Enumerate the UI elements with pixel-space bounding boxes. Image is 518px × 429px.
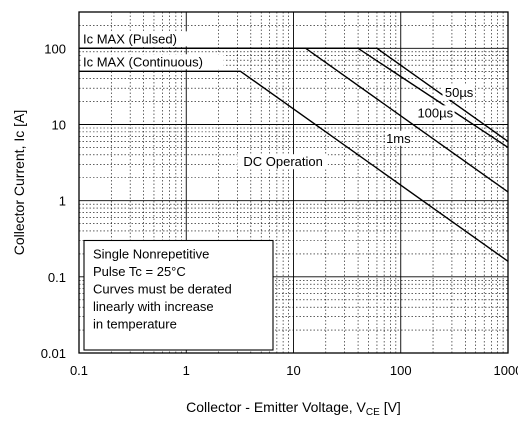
note-line: Curves must be derated <box>93 281 232 296</box>
label-bg-50-s <box>442 84 475 100</box>
note-line: in temperature <box>93 316 177 331</box>
x-axis-title-subscript: CE <box>366 407 380 418</box>
x-axis-title-main: Collector - Emitter Voltage, V <box>186 399 366 415</box>
plot-frame <box>78 11 509 354</box>
x-tick-label: 0.1 <box>70 363 88 378</box>
label-dc-operation: DC Operation <box>243 154 322 169</box>
y-tick-label: 0.1 <box>48 270 66 285</box>
y-tick-label: 100 <box>44 41 66 56</box>
note-line: linearly with increase <box>93 299 214 314</box>
x-tick-label: 100 <box>390 363 412 378</box>
label-ic-max-continuous-: Ic MAX (Continuous) <box>83 54 203 69</box>
series-layer <box>79 47 509 262</box>
label-ic-max-pulsed-: Ic MAX (Pulsed) <box>83 31 177 46</box>
x-axis-title: Collector - Emitter Voltage, VCE [V] <box>186 399 401 418</box>
y-axis-title: Collector Current, Ic [A] <box>11 110 27 256</box>
series-line-1ms <box>79 47 509 193</box>
note-box: Single Nonrepetitive Pulse Tc = 25°C Curve… <box>83 239 274 351</box>
label-1ms: 1ms <box>386 131 411 146</box>
y-tick-label: 1 <box>59 194 66 209</box>
x-axis-title-unit: [V] <box>380 399 401 415</box>
annotation-layer: Ic MAX (Pulsed) Ic MAX (Continuous) 50µs 10… <box>82 31 475 170</box>
label-bg-100-s <box>415 105 455 121</box>
x-tick-label: 1 <box>183 363 190 378</box>
note-line: Pulse Tc = 25°C <box>93 264 186 279</box>
note-line: Single Nonrepetitive <box>93 246 209 261</box>
y-tick-labels: 0.01 0.1 1 10 100 <box>41 41 66 361</box>
label-bg-1ms <box>385 130 411 146</box>
label-bg-dc-operation <box>237 154 328 170</box>
label-100-s: 100µs <box>417 105 453 120</box>
label-bg-ic-max-pulsed- <box>82 31 195 47</box>
label-50-s: 50µs <box>445 85 474 100</box>
x-tick-label: 10 <box>286 363 300 378</box>
label-bg-ic-max-continuous- <box>82 54 224 70</box>
series-line-dc-operation <box>79 70 509 262</box>
note-box-frame <box>83 239 274 351</box>
y-tick-label: 0.01 <box>41 346 66 361</box>
y-tick-label: 10 <box>52 118 66 133</box>
